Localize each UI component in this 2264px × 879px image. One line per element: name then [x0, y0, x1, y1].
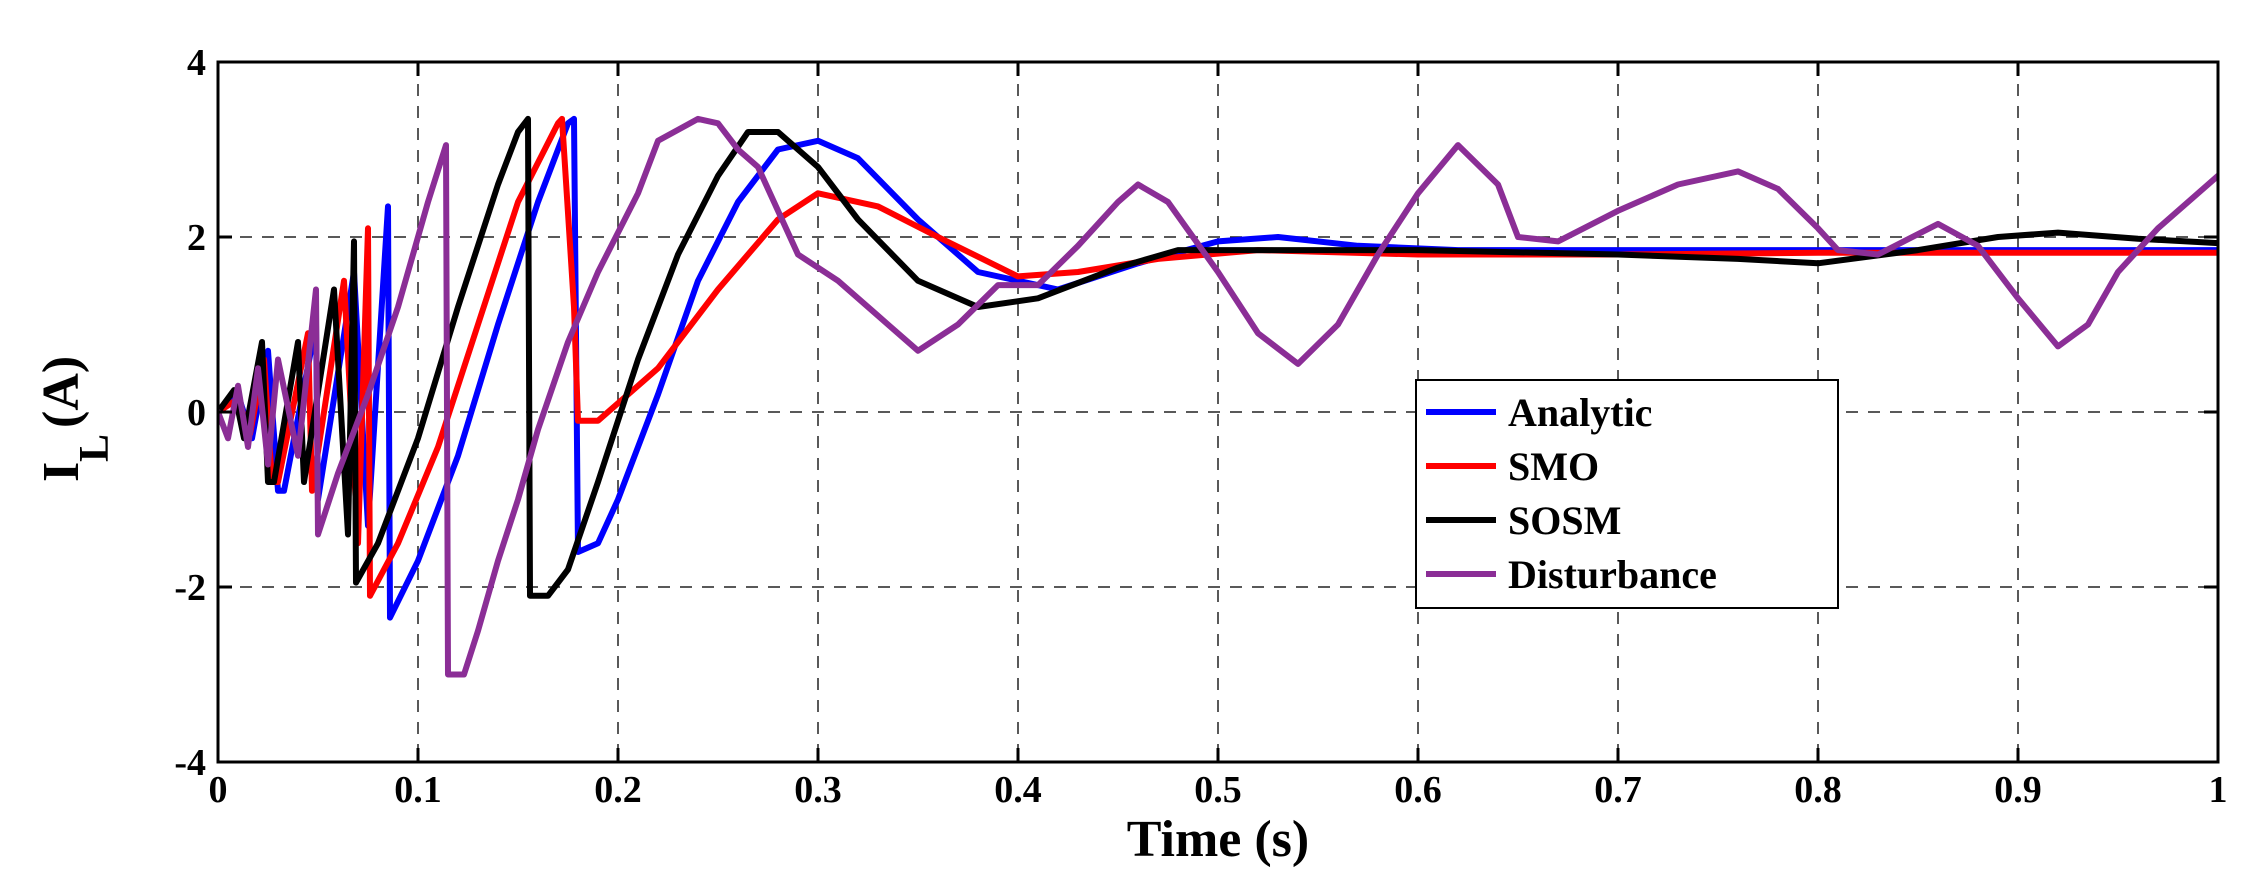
y-tick-label: 4 [187, 42, 206, 84]
x-tick-label: 0.6 [1394, 769, 1442, 811]
y-tick-label: -2 [174, 567, 206, 609]
legend-box [1415, 379, 1839, 609]
y-tick-label: 0 [187, 392, 206, 434]
x-tick-label: 0.9 [1994, 769, 2042, 811]
x-tick-label: 0.7 [1594, 769, 1642, 811]
x-tick-label: 1 [2209, 769, 2228, 811]
x-tick-label: 0.5 [1194, 769, 1242, 811]
legend-label-disturbance: Disturbance [1508, 552, 1717, 597]
y-axis-title: I L (A) [33, 356, 118, 482]
x-axis-title: Time (s) [1127, 811, 1309, 868]
x-tick-label: 0.4 [994, 769, 1042, 811]
y-tick-label: -4 [174, 742, 206, 784]
x-tick-labels: 0 0.1 0.2 0.3 0.4 0.5 0.6 0.7 0.8 0.9 1 [209, 769, 2228, 811]
y-axis-title-unit: (A) [33, 356, 90, 428]
x-tick-label: 0 [209, 769, 228, 811]
x-tick-label: 0.3 [794, 769, 842, 811]
series-group [218, 115, 2218, 678]
y-tick-labels: -4 -2 0 2 4 [174, 42, 206, 784]
y-axis-title-subscript: L [72, 434, 118, 462]
series-line-sosm [218, 115, 2218, 599]
x-tick-label: 0.8 [1794, 769, 1842, 811]
legend: Analytic SMO SOSM Disturbance [1415, 379, 1839, 609]
y-axis-title-main: I [33, 462, 90, 482]
x-tick-label: 0.1 [394, 769, 442, 811]
ticks [216, 60, 2220, 764]
legend-label-smo: SMO [1508, 444, 1599, 489]
legend-label-sosm: SOSM [1508, 498, 1621, 543]
y-tick-label: 2 [187, 217, 206, 259]
legend-label-analytic: Analytic [1508, 390, 1652, 435]
series-line-disturbance [218, 115, 2218, 678]
x-tick-label: 0.2 [594, 769, 642, 811]
